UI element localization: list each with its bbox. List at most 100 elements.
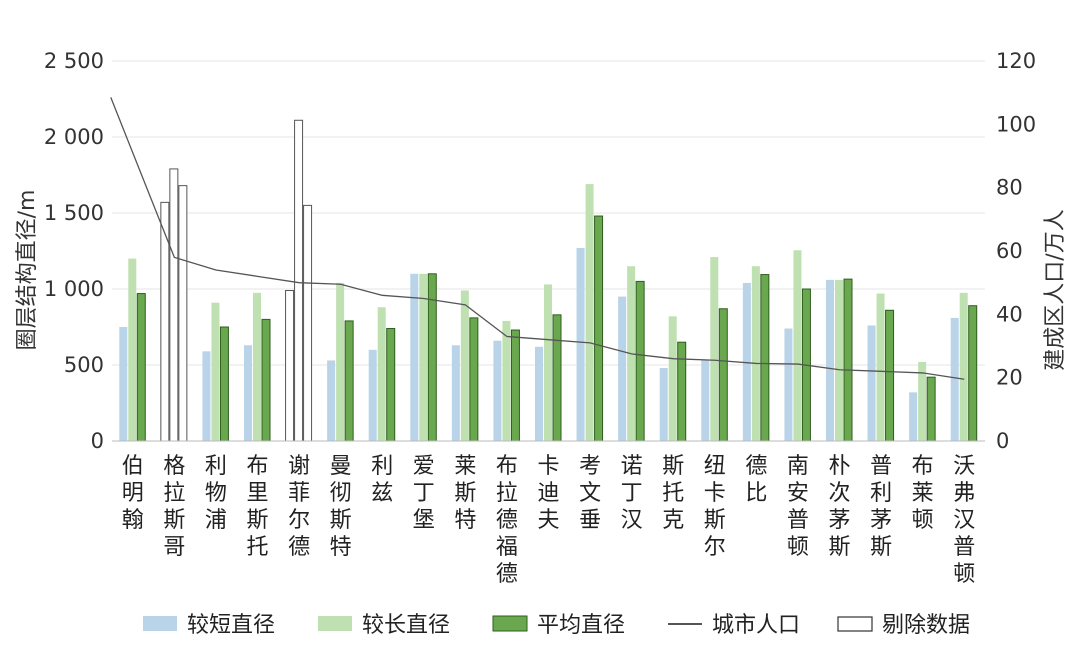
bar-short: [535, 346, 543, 441]
category-label: 普: [870, 454, 892, 479]
category-label: 德: [288, 535, 310, 560]
category-label: 斯: [704, 508, 726, 533]
bar-avg: [885, 309, 895, 442]
legend-excluded-label: 剔除数据: [882, 613, 970, 638]
bar-avg: [594, 215, 604, 442]
bar-long: [959, 292, 968, 441]
y-left-tick-label: 1 500: [44, 201, 104, 225]
bar-short: [410, 273, 419, 441]
bar-long: [211, 302, 220, 441]
bar-avg: [843, 278, 853, 442]
category-label: 莱: [454, 454, 476, 479]
bar-long: [835, 279, 843, 441]
category-label: 茅: [828, 508, 850, 533]
category-label: 比: [745, 481, 767, 506]
category-label: 堡: [413, 508, 435, 533]
category-label: 夫: [537, 508, 559, 533]
bar-long: [751, 266, 760, 441]
bar-short: [451, 345, 460, 441]
category-label: 汉: [621, 508, 643, 533]
category-label: 文: [579, 481, 601, 506]
bars: [119, 119, 978, 442]
legend-short-label: 较短直径: [187, 613, 275, 638]
legend-avg-label: 平均直径: [537, 613, 625, 638]
bar-short: [160, 201, 170, 442]
category-label: 丁: [621, 481, 643, 506]
category-label: 普: [953, 535, 975, 560]
bar-avg: [635, 280, 645, 442]
bar-short: [285, 290, 295, 442]
category-label: 谢: [288, 454, 310, 479]
y-right-tick-label: 60: [996, 239, 1023, 263]
legend-long-swatch: [318, 616, 352, 631]
bar-short: [493, 340, 502, 441]
bar-long: [793, 250, 802, 441]
category-label: 斯: [163, 508, 185, 533]
category-label: 斯: [246, 508, 268, 533]
category-label: 拉: [496, 481, 518, 506]
category-label: 兹: [371, 481, 393, 506]
category-label: 特: [454, 508, 476, 533]
category-label: 斯: [870, 535, 892, 560]
bar-short: [368, 349, 377, 441]
bar-long: [585, 184, 594, 441]
category-label: 南: [787, 454, 809, 479]
category-label: 诺: [621, 454, 643, 479]
bar-short: [826, 279, 834, 441]
category-label: 顿: [953, 562, 975, 587]
bar-avg: [760, 274, 770, 442]
category-label: 爱: [413, 454, 435, 479]
category-label: 普: [787, 508, 809, 533]
category-label: 托: [246, 535, 268, 560]
bar-avg: [303, 204, 313, 442]
category-label: 彻: [330, 481, 352, 506]
legend: 较短直径 较长直径 平均直径 城市人口 剔除数据: [143, 613, 970, 638]
population-line-path: [110, 97, 965, 380]
y-axis-left-label: 圈层结构直径/m: [15, 190, 40, 351]
category-label: 特: [330, 535, 352, 560]
legend-short-swatch: [143, 616, 177, 631]
bar-long: [918, 361, 927, 441]
bar-long: [502, 320, 511, 441]
y-right-tick-label: 100: [996, 112, 1036, 136]
category-label: 朴: [828, 454, 850, 479]
category-label: 顿: [912, 508, 934, 533]
bar-long: [544, 284, 552, 441]
bar-short: [867, 325, 876, 441]
category-label: 格: [163, 454, 185, 479]
bar-short: [909, 392, 918, 441]
bar-avg: [926, 376, 936, 442]
category-label: 翰: [122, 508, 144, 533]
category-label: 曼: [330, 454, 352, 479]
bar-avg: [968, 305, 978, 442]
category-label: 拉: [163, 481, 185, 506]
category-labels: 伯明翰格拉斯哥利物浦布里斯托谢菲尔德曼彻斯特利兹爱丁堡莱斯特布拉德福德卡迪夫考文…: [122, 454, 975, 587]
category-label: 纽: [704, 454, 726, 479]
category-label: 次: [828, 481, 850, 506]
category-label: 哥: [163, 535, 185, 560]
category-label: 布: [496, 454, 518, 479]
category-label: 利: [371, 454, 393, 479]
bar-avg: [469, 317, 479, 442]
bar-avg: [219, 326, 229, 442]
category-label: 考: [579, 454, 601, 479]
bar-avg: [677, 341, 687, 442]
category-label: 福: [496, 535, 518, 560]
bar-avg: [718, 308, 728, 442]
category-label: 安: [787, 481, 809, 506]
bar-long: [710, 257, 719, 441]
y-left-tick-label: 2 500: [44, 49, 104, 73]
bar-avg: [178, 185, 188, 442]
bar-short: [618, 296, 627, 441]
bar-avg: [552, 314, 562, 442]
y-right-tick-label: 20: [996, 366, 1023, 390]
y-right-tick-label: 40: [996, 302, 1023, 326]
category-label: 布: [246, 454, 268, 479]
category-label: 里: [246, 481, 268, 506]
bar-long: [253, 292, 261, 441]
category-label: 尔: [288, 508, 310, 533]
legend-excluded-swatch: [837, 616, 873, 632]
bar-long: [876, 293, 885, 441]
category-label: 利: [870, 481, 892, 506]
